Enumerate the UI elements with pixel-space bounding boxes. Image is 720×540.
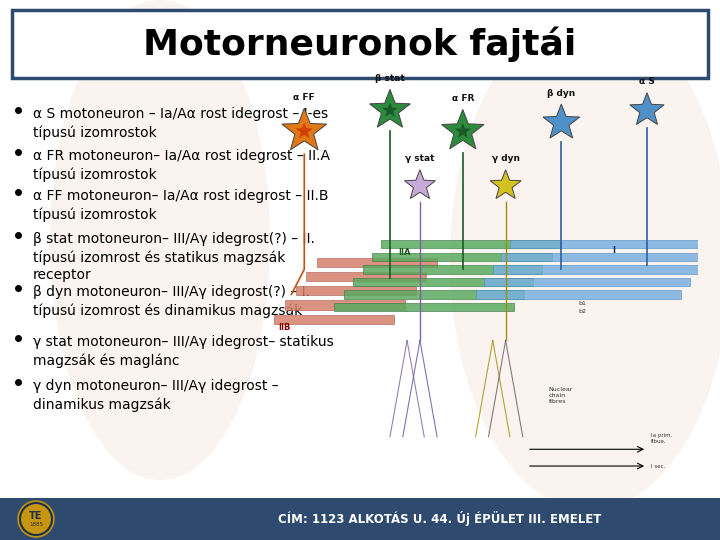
Text: TE: TE bbox=[30, 511, 42, 521]
Text: γ stat motoneuron– III/Aγ idegrost– statikus
magzsák és maglánc: γ stat motoneuron– III/Aγ idegrost– stat… bbox=[33, 335, 334, 368]
Text: α FF: α FF bbox=[294, 93, 315, 102]
Polygon shape bbox=[343, 291, 523, 299]
Text: γ dyn: γ dyn bbox=[492, 154, 520, 164]
Text: IIB: IIB bbox=[279, 323, 291, 332]
Text: 1885: 1885 bbox=[29, 522, 43, 526]
Polygon shape bbox=[492, 265, 698, 273]
Text: γ stat: γ stat bbox=[405, 154, 435, 164]
Polygon shape bbox=[274, 314, 395, 323]
Polygon shape bbox=[382, 103, 397, 117]
Polygon shape bbox=[455, 123, 471, 138]
Text: β stat motoneuron– III/Aγ idegrost(?) – II.
típusú izomrost és statikus magzsák
: β stat motoneuron– III/Aγ idegrost(?) – … bbox=[33, 232, 315, 282]
Text: b1: b1 bbox=[578, 301, 586, 306]
Text: Nuclear
chain
fibres: Nuclear chain fibres bbox=[549, 387, 573, 404]
Polygon shape bbox=[405, 170, 436, 199]
Polygon shape bbox=[317, 258, 437, 267]
Text: α FF motoneuron– Ia/Aα rost idegrost – II.B
típusú izomrostok: α FF motoneuron– Ia/Aα rost idegrost – I… bbox=[33, 189, 328, 221]
Text: b2: b2 bbox=[578, 309, 587, 314]
Polygon shape bbox=[510, 240, 716, 248]
Circle shape bbox=[18, 501, 54, 537]
Polygon shape bbox=[630, 93, 664, 125]
Polygon shape bbox=[282, 108, 327, 150]
Polygon shape bbox=[363, 265, 542, 273]
Polygon shape bbox=[382, 240, 562, 248]
Text: γ dyn motoneuron– III/Aγ idegrost –
dinamikus magzsák: γ dyn motoneuron– III/Aγ idegrost – dina… bbox=[33, 379, 279, 411]
Polygon shape bbox=[441, 110, 484, 149]
Text: β dyn: β dyn bbox=[547, 89, 575, 98]
Text: α S motoneuron – Ia/Aα rost idegrost – I-es
típusú izomrostok: α S motoneuron – Ia/Aα rost idegrost – I… bbox=[33, 107, 328, 139]
Text: I sec.: I sec. bbox=[652, 464, 666, 469]
Text: CÍM: 1123 ALKOTÁS U. 44. Új ÉPÜLET III. EMELET: CÍM: 1123 ALKOTÁS U. 44. Új ÉPÜLET III. … bbox=[279, 511, 602, 526]
Circle shape bbox=[23, 506, 49, 532]
Polygon shape bbox=[490, 170, 521, 199]
FancyBboxPatch shape bbox=[12, 10, 708, 78]
Text: IIA: IIA bbox=[399, 248, 411, 256]
Text: β stat: β stat bbox=[375, 74, 405, 83]
Text: α FR motoneuron– Ia/Aα rost idegrost – II.A
típusú izomrostok: α FR motoneuron– Ia/Aα rost idegrost – I… bbox=[33, 149, 330, 181]
Polygon shape bbox=[353, 278, 533, 286]
Polygon shape bbox=[485, 278, 690, 286]
Polygon shape bbox=[334, 303, 514, 311]
Text: Ia prim.
fibue.: Ia prim. fibue. bbox=[652, 433, 672, 444]
Polygon shape bbox=[296, 286, 415, 295]
FancyBboxPatch shape bbox=[0, 498, 720, 540]
Polygon shape bbox=[372, 253, 552, 261]
Text: I: I bbox=[613, 246, 616, 254]
Polygon shape bbox=[369, 89, 410, 127]
Text: β dyn motoneuron– III/Aγ idegrost(?) – I.
típusú izomrost és dinamikus magzsák: β dyn motoneuron– III/Aγ idegrost(?) – I… bbox=[33, 285, 310, 318]
Polygon shape bbox=[307, 272, 426, 281]
Polygon shape bbox=[501, 253, 707, 261]
Ellipse shape bbox=[50, 0, 270, 480]
Text: α FR: α FR bbox=[451, 94, 474, 103]
Polygon shape bbox=[296, 123, 312, 138]
Polygon shape bbox=[543, 104, 580, 138]
Polygon shape bbox=[285, 300, 405, 309]
Ellipse shape bbox=[450, 10, 720, 510]
Text: Motorneuronok fajtái: Motorneuronok fajtái bbox=[143, 26, 577, 62]
Text: α S: α S bbox=[639, 77, 655, 86]
Polygon shape bbox=[476, 291, 681, 299]
